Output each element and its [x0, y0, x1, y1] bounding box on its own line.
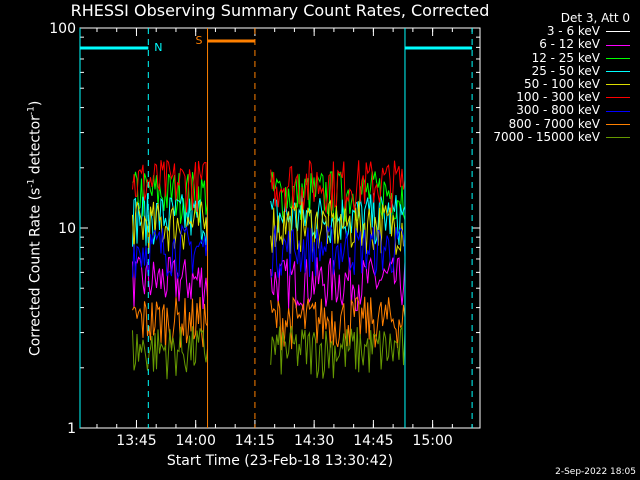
plot-frame [79, 27, 481, 429]
legend-item-label: 300 - 800 keV [516, 103, 600, 118]
legend-swatch [606, 70, 630, 72]
y-tick-label-2: 100 [49, 21, 76, 37]
series-line-7 [132, 296, 406, 351]
x-tick-label-4: 14:45 [353, 433, 393, 449]
legend-item-label: 100 - 300 keV [516, 90, 600, 105]
legend-item-label: 3 - 6 keV [546, 24, 600, 39]
y-tick-label-1: 10 [58, 221, 76, 237]
legend-item: 7000 - 15000 keV [493, 129, 630, 144]
legend-item-label: 12 - 25 keV [531, 50, 600, 65]
x-tick-label-5: 15:00 [412, 433, 452, 449]
legend-item-label: 800 - 7000 keV [508, 116, 600, 131]
timestamp: 2-Sep-2022 18:05 [555, 467, 636, 477]
legend-swatch [606, 44, 630, 46]
legend-swatch [606, 136, 630, 138]
legend-item: 800 - 7000 keV [493, 116, 630, 131]
x-tick-label-1: 14:00 [176, 433, 216, 449]
y-axis-label-sup2: -1 [26, 106, 37, 116]
legend-item: 25 - 50 keV [493, 63, 630, 78]
x-tick-label-2: 14:15 [235, 433, 275, 449]
x-axis-label: Start Time (23-Feb-18 13:30:42) [166, 453, 394, 469]
y-axis-label-mid: detector [27, 115, 44, 179]
y-axis-label-text: Corrected Count Rate (s [27, 187, 44, 357]
chart-marks [132, 159, 406, 380]
series-line-8 [132, 325, 406, 380]
legend-swatch [606, 110, 630, 112]
y-axis-label-sup1: -1 [26, 178, 37, 188]
legend-swatch [606, 57, 630, 59]
legend-item-label: 50 - 100 keV [523, 77, 600, 92]
legend-item-label: 25 - 50 keV [531, 63, 600, 78]
legend-item: 50 - 100 keV [493, 77, 630, 92]
y-axis-label: Corrected Count Rate (s-1 detector-1) [27, 98, 44, 358]
legend-item: 3 - 6 keV [493, 25, 630, 38]
series-line-5 [132, 159, 406, 213]
x-tick-label-0: 13:45 [116, 433, 156, 449]
legend-swatch [606, 97, 630, 99]
legend-item: 6 - 12 keV [493, 38, 630, 51]
series-line-6 [132, 224, 406, 280]
series-line-1 [132, 256, 406, 312]
chart-title: RHESSI Observing Summary Count Rates, Co… [70, 1, 490, 20]
legend-items: 3 - 6 keV 6 - 12 keV 12 - 25 keV 25 - 50 ke… [493, 25, 630, 144]
legend: Det 3, Att 0 3 - 6 keV 6 - 12 keV 12 - 25 … [493, 11, 630, 144]
y-tick-label-0: 1 [67, 421, 76, 437]
legend-header: Det 3, Att 0 [560, 11, 630, 25]
legend-item: 300 - 800 keV [493, 104, 630, 117]
legend-item-label: 7000 - 15000 keV [493, 129, 600, 144]
legend-swatch [606, 123, 630, 125]
legend-item: 12 - 25 keV [493, 50, 630, 65]
annotation-s: S [196, 34, 203, 47]
legend-item: 100 - 300 keV [493, 91, 630, 104]
annotation-n: N [154, 41, 162, 54]
legend-item-label: 6 - 12 keV [539, 37, 600, 52]
y-axis-label-end: ) [27, 100, 44, 107]
legend-swatch [606, 31, 630, 33]
legend-swatch [606, 84, 630, 86]
chart-axes: 1 10 100 13:45 14:00 14:15 14:30 14:45 15:00 N S [49, 21, 481, 449]
x-tick-label-3: 14:30 [294, 433, 334, 449]
